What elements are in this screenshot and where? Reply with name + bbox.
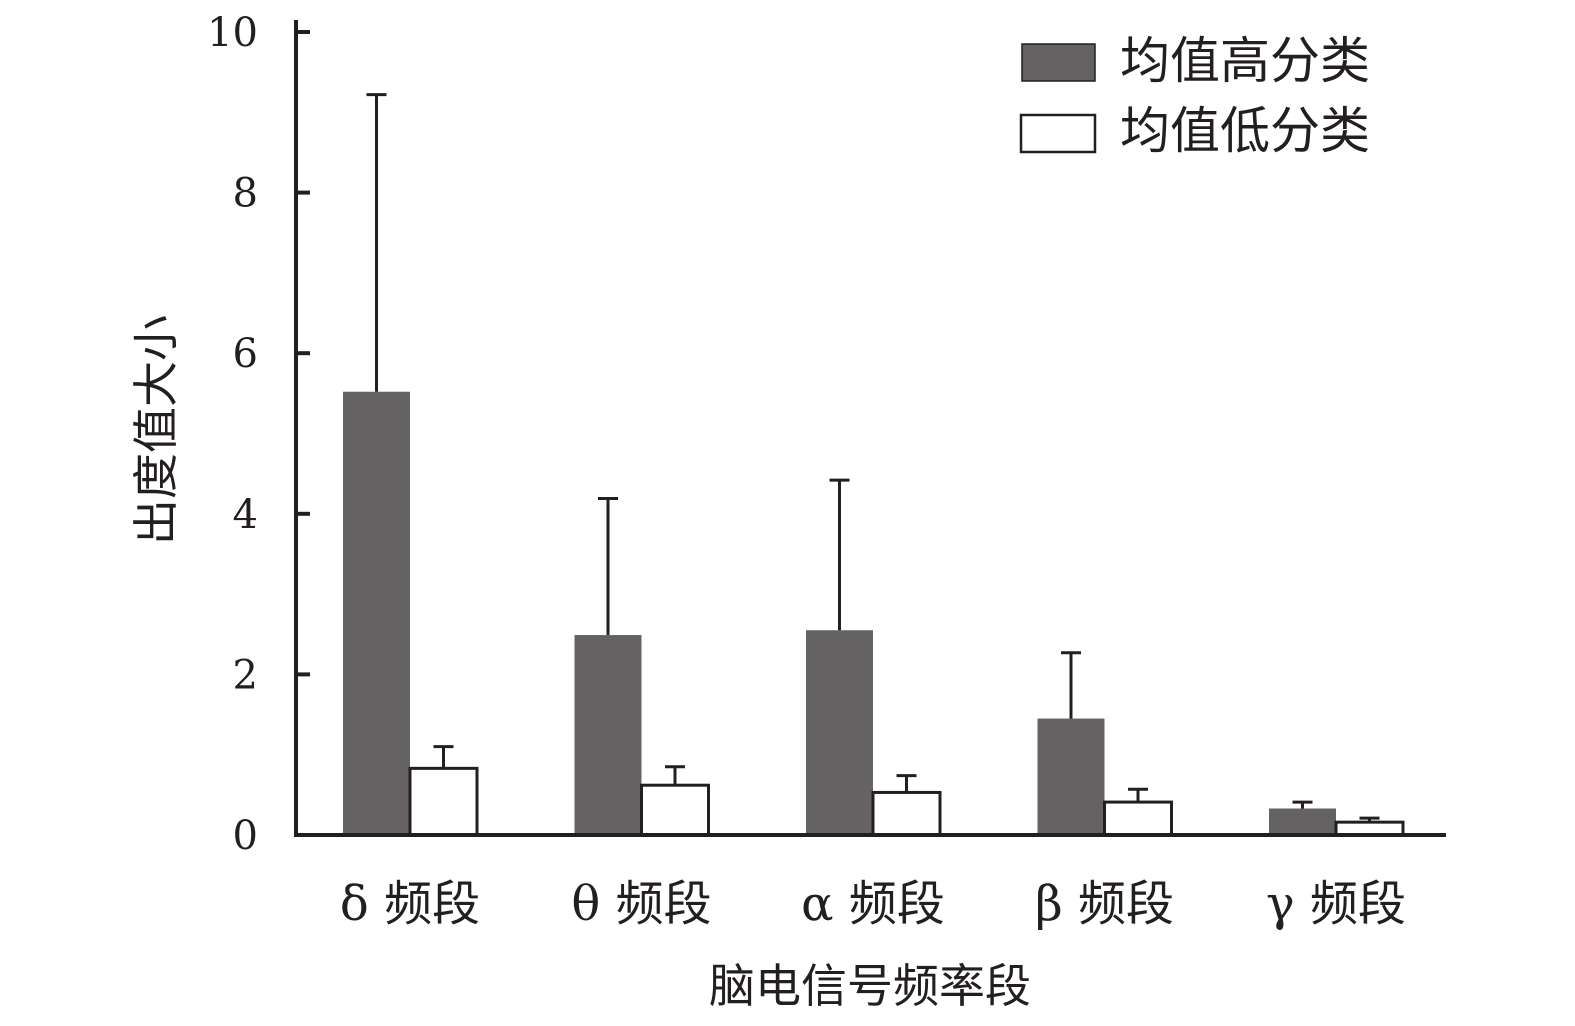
y-tick-label: 4 (233, 492, 258, 538)
bar-high (574, 635, 642, 835)
bar-high (806, 630, 873, 835)
bar-high (343, 391, 410, 835)
y-tick-label: 8 (233, 171, 258, 217)
legend-swatch-low (1019, 113, 1097, 154)
x-axis: δ 频段 θ 频段 α 频段 β 频段 γ 频段 (294, 833, 1446, 932)
bar-low (640, 783, 710, 837)
y-tick-label: 10 (207, 10, 258, 56)
y-axis-title: 出度值大小 (129, 315, 183, 545)
y-tick-label: 2 (233, 652, 258, 698)
x-tick-label: γ 频段 (1266, 876, 1406, 932)
x-tick-label: θ 频段 (571, 876, 711, 932)
y-tick-label: 0 (233, 813, 258, 859)
bar-high (1037, 718, 1105, 835)
y-axis: 0 2 4 6 8 10 (207, 10, 310, 859)
bar-low (408, 766, 479, 837)
legend-swatch-high (1021, 43, 1096, 82)
y-tick-label: 6 (233, 331, 258, 377)
x-tick-label: β 频段 (1035, 876, 1174, 932)
legend: 均值高分类 均值低分类 (1019, 32, 1370, 160)
bar-low (871, 790, 942, 837)
legend-label-low: 均值低分类 (1120, 102, 1370, 160)
x-tick-label: δ 频段 (340, 876, 480, 932)
x-tick-label: α 频段 (801, 876, 945, 932)
bar-low (1103, 800, 1173, 837)
legend-label-high: 均值高分类 (1120, 32, 1370, 90)
bar-high (1269, 808, 1336, 835)
plot-area (343, 93, 1405, 837)
x-axis-title: 脑电信号频率段 (709, 959, 1031, 1013)
